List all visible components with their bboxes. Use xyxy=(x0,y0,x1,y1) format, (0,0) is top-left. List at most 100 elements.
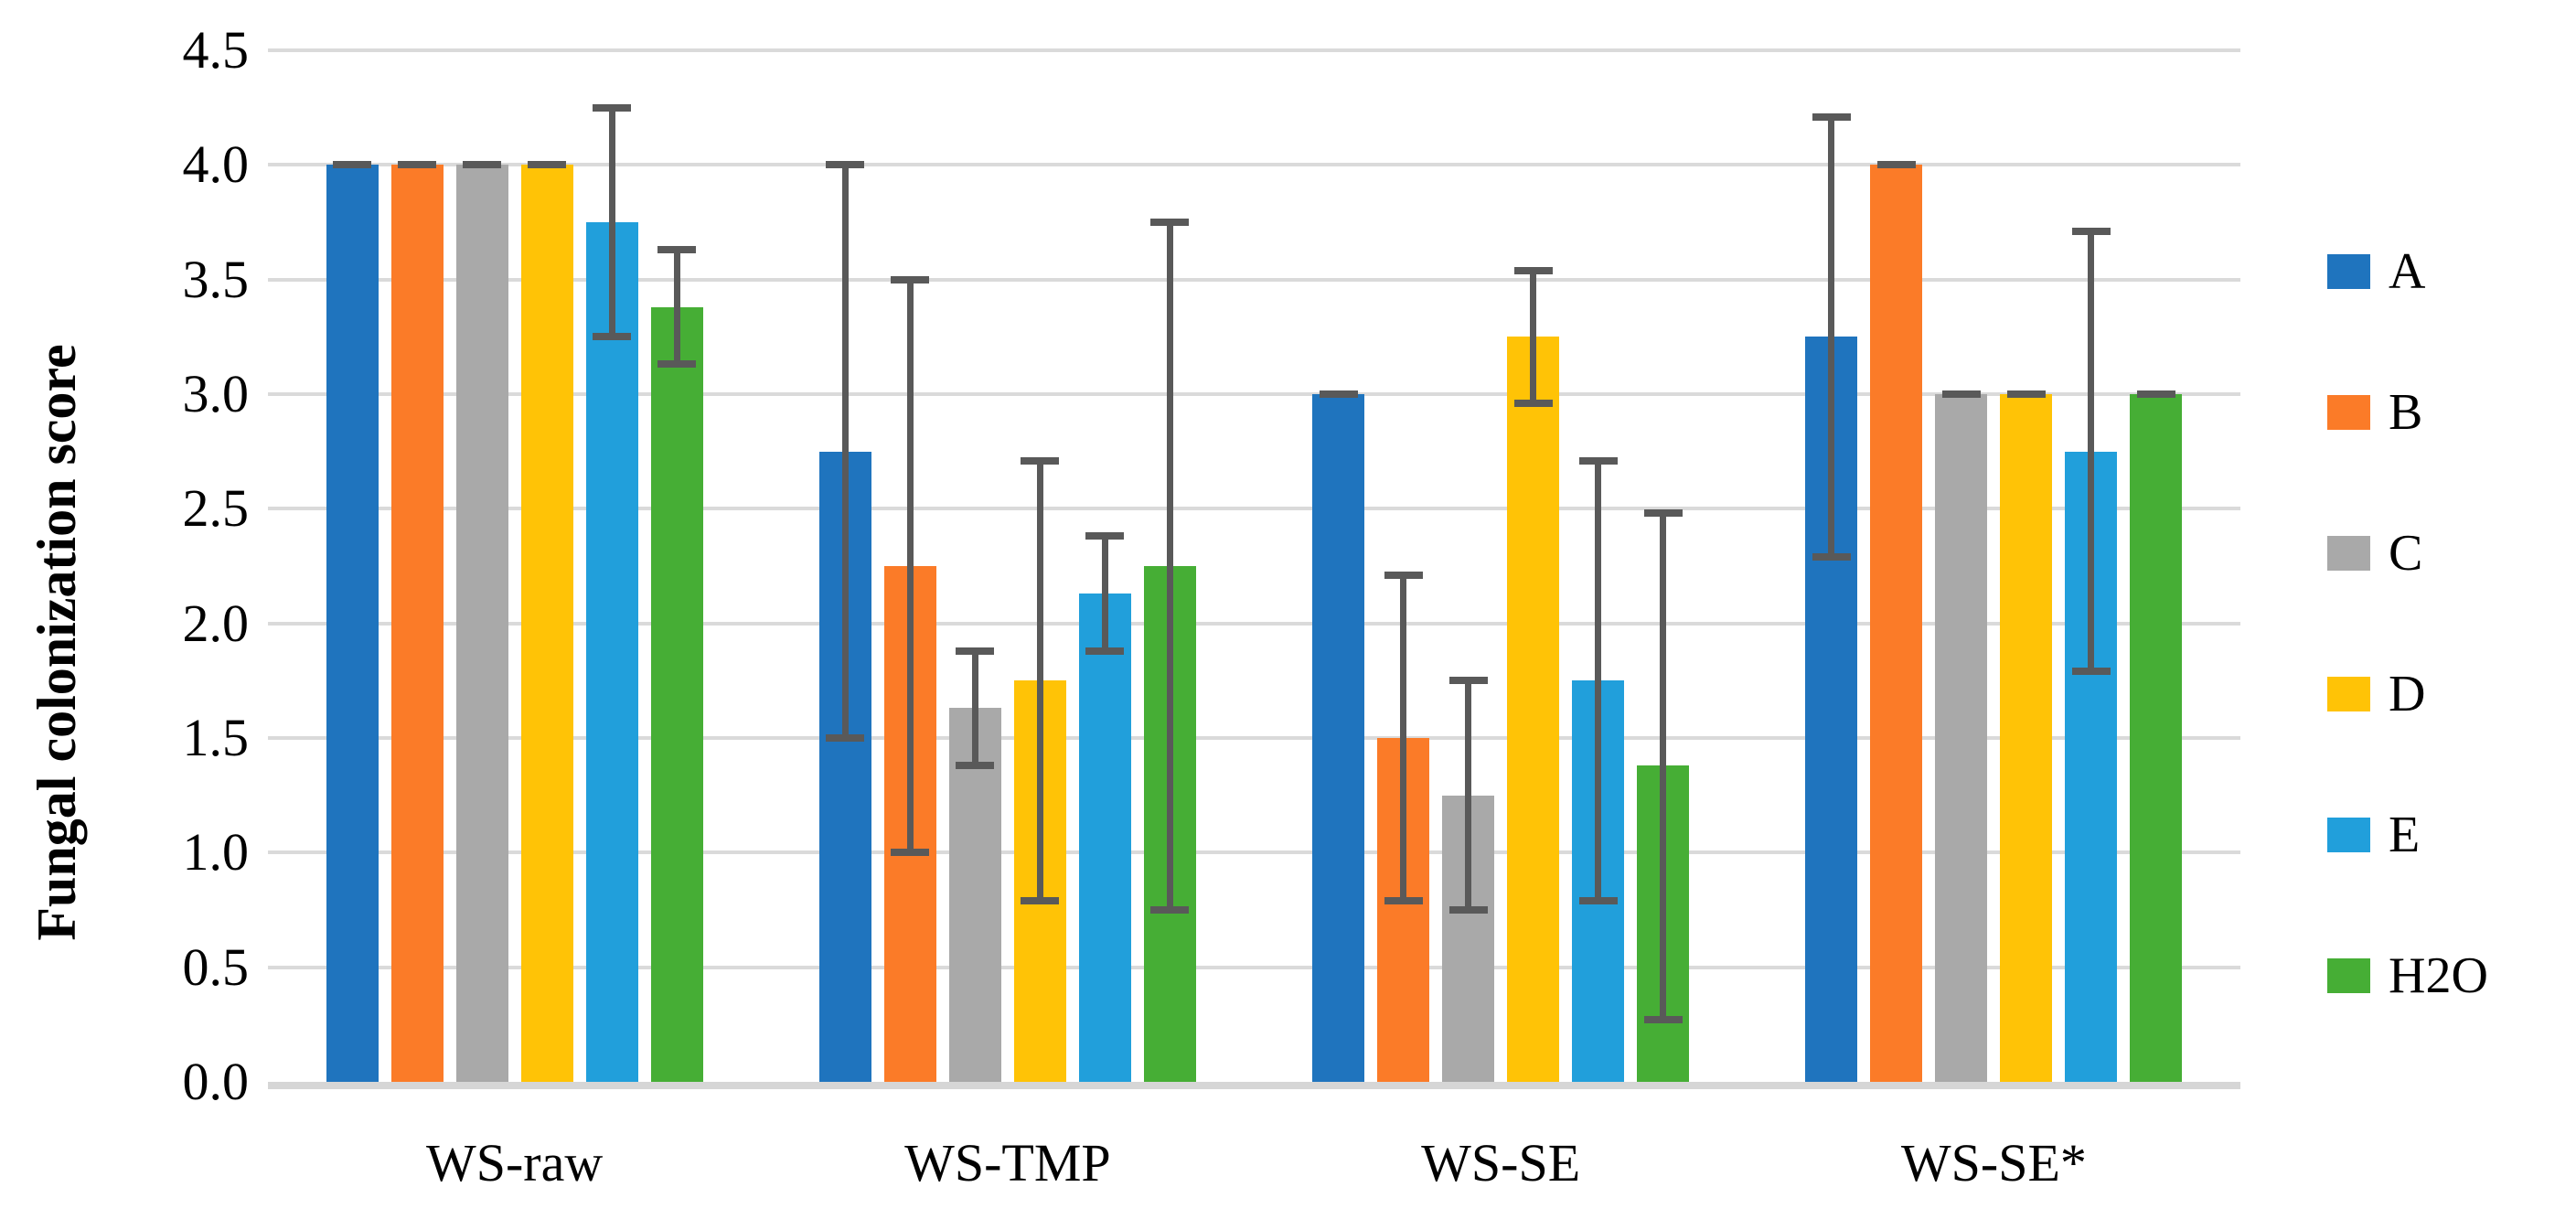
error-bar-line xyxy=(971,650,978,766)
bar-group-ws-tmp xyxy=(761,50,1254,1082)
error-bar-cap-bottom xyxy=(956,762,995,770)
error-bar-cap-top xyxy=(593,103,632,112)
x-category-label: WS-TMP xyxy=(904,1133,1111,1193)
error-bar-line xyxy=(2088,231,2095,672)
bar-b-ws-se- xyxy=(1870,165,1923,1082)
bar-slot-c xyxy=(455,50,508,1082)
error-bar-cap-top xyxy=(1448,677,1488,685)
error-bar-cap-top xyxy=(398,161,437,169)
error-bar-line xyxy=(1036,460,1043,901)
gridline xyxy=(268,163,2240,167)
error-bar-line xyxy=(1400,575,1407,901)
error-bar-cap-top xyxy=(2071,228,2111,236)
plot-area xyxy=(268,48,2240,1089)
legend-item-a: A xyxy=(2327,245,2488,298)
error-bar-cap-bottom xyxy=(1384,896,1423,904)
error-bar-cap-top xyxy=(826,161,865,169)
error-bar-line xyxy=(841,165,849,738)
error-bar-cap-top xyxy=(2136,390,2175,399)
bar-slot-b xyxy=(1870,50,1923,1082)
error-bar-cap-top xyxy=(528,161,567,169)
bar-slot-e xyxy=(1078,50,1131,1082)
bar-slot-c xyxy=(1442,50,1495,1082)
y-tick-label: 4.5 xyxy=(182,20,250,80)
bar-d-ws-se- xyxy=(2000,394,2053,1082)
error-bar-cap-top xyxy=(1812,112,1851,121)
error-bar-cap-bottom xyxy=(593,333,632,341)
error-bar-cap-top xyxy=(1876,161,1916,169)
error-bar-cap-top xyxy=(1021,456,1060,465)
legend-label: D xyxy=(2389,666,2426,722)
error-bar-cap-top xyxy=(1150,219,1190,226)
bar-slot-e xyxy=(2065,50,2118,1082)
y-tick-label: 2.5 xyxy=(182,478,250,539)
bar-slot-h2o xyxy=(1143,50,1196,1082)
legend-swatch-icon xyxy=(2327,818,2370,852)
error-bar-cap-top xyxy=(1941,390,1981,399)
legend-swatch-icon xyxy=(2327,395,2370,430)
error-bar-line xyxy=(1828,116,1835,557)
y-tick-label: 3.0 xyxy=(182,364,250,423)
error-bar-cap-bottom xyxy=(2071,668,2111,676)
error-bar-line xyxy=(1530,270,1537,404)
gridline xyxy=(268,850,2240,855)
bar-c-ws-se- xyxy=(1935,394,1988,1082)
error-bar-cap-bottom xyxy=(1643,1016,1683,1024)
error-bar-cap-top xyxy=(1513,266,1553,274)
error-bar-line xyxy=(673,250,680,365)
error-bar-cap-top xyxy=(1643,509,1683,518)
error-bar-cap-bottom xyxy=(1448,906,1488,914)
error-bar-line xyxy=(1660,513,1667,1021)
bar-slot-e xyxy=(585,50,638,1082)
error-bar-cap-bottom xyxy=(1085,647,1125,655)
error-bar-cap-top xyxy=(1578,456,1618,465)
bar-slot-c xyxy=(1935,50,1988,1082)
error-bar-line xyxy=(1465,680,1472,910)
legend-label: H2O xyxy=(2389,947,2488,1004)
legend-label: A xyxy=(2389,243,2426,300)
legend-swatch-icon xyxy=(2327,254,2370,289)
error-bar-cap-bottom xyxy=(891,849,930,857)
error-bar-line xyxy=(1595,460,1602,901)
bar-c-ws-raw xyxy=(455,165,508,1082)
bar-a-ws-raw xyxy=(326,165,379,1082)
bar-slot-a xyxy=(326,50,379,1082)
bar-slot-h2o xyxy=(1637,50,1690,1082)
bar-slot-h2o xyxy=(2130,50,2183,1082)
y-tick-label: 4.0 xyxy=(182,134,250,195)
y-tick-label: 0.0 xyxy=(182,1052,250,1111)
legend-item-h2o: H2O xyxy=(2327,949,2488,1002)
bar-slot-c xyxy=(948,50,1001,1082)
bar-e-ws-raw xyxy=(585,222,638,1082)
error-bar-cap-top xyxy=(891,275,930,283)
error-bar-line xyxy=(608,107,615,337)
bar-d-ws-raw xyxy=(520,165,573,1082)
error-bar-cap-bottom xyxy=(1812,552,1851,561)
bar-slot-a xyxy=(1805,50,1858,1082)
gridline xyxy=(268,392,2240,396)
bar-slot-h2o xyxy=(650,50,703,1082)
gridline xyxy=(268,621,2240,626)
x-category-label: WS-SE* xyxy=(1900,1133,2087,1193)
bar-group-ws-se xyxy=(1255,50,1748,1082)
legend-label: B xyxy=(2389,384,2423,441)
bar-slot-d xyxy=(2000,50,2053,1082)
bar-slot-a xyxy=(818,50,871,1082)
error-bar-cap-bottom xyxy=(1021,896,1060,904)
bar-b-ws-raw xyxy=(390,165,444,1082)
bar-slot-a xyxy=(1312,50,1365,1082)
error-bar-cap-bottom xyxy=(826,734,865,743)
legend-item-e: E xyxy=(2327,808,2488,861)
error-bar-line xyxy=(1166,222,1173,910)
gridline xyxy=(268,736,2240,740)
error-bar-cap-top xyxy=(463,161,502,169)
bar-h2o-ws-se- xyxy=(2130,394,2183,1082)
x-category-label: WS-raw xyxy=(425,1133,604,1193)
gridline xyxy=(268,48,2240,52)
error-bar-cap-bottom xyxy=(657,360,697,369)
error-bar-cap-bottom xyxy=(1578,896,1618,904)
error-bar-cap-top xyxy=(1319,390,1358,399)
legend-item-c: C xyxy=(2327,527,2488,580)
error-bar-cap-top xyxy=(1384,572,1423,580)
bar-slot-e xyxy=(1572,50,1625,1082)
